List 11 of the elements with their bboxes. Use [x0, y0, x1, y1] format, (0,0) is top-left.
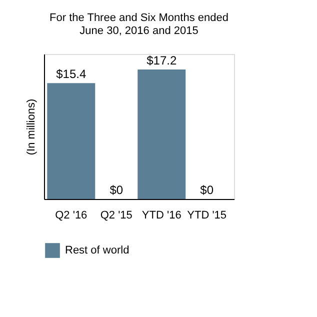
- text: $0: [110, 183, 124, 197]
- legend-label: Rest of world: [65, 244, 130, 256]
- text: $15.4: [56, 67, 86, 82]
- text: $17.2: [146, 54, 177, 68]
- chart-title: For the Three and Six Months ended June 30, 2016 and 2015: [50, 12, 228, 37]
- y-axis-title: (In millions): [26, 98, 38, 156]
- x-tick-label: Q2 '16: [55, 210, 88, 222]
- x-tick-label: Q2 '15: [100, 210, 132, 222]
- text: $0: [200, 183, 214, 197]
- x-tick-label: YTD '15: [187, 210, 227, 222]
- x-tick-label: YTD '16: [142, 210, 182, 222]
